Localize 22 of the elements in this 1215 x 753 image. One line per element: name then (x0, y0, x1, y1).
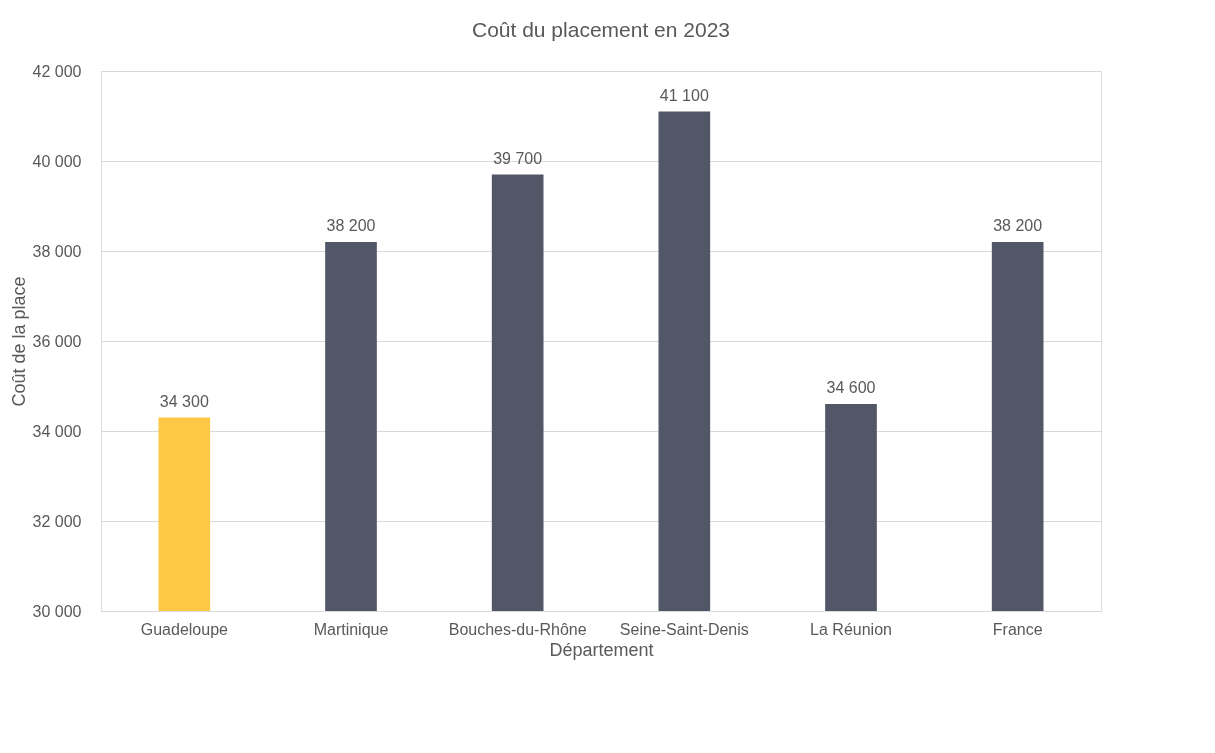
y-tick-label: 36 000 (32, 332, 82, 350)
chart-title: Coût du placement en 2023 (471, 18, 731, 41)
data-label: 39 700 (493, 149, 543, 167)
y-tick-label: 30 000 (32, 602, 82, 620)
x-tick-label: La Réunion (810, 620, 892, 638)
y-tick-label: 42 000 (32, 62, 82, 80)
x-tick-label: Guadeloupe (140, 620, 229, 638)
data-label: 38 200 (326, 217, 376, 234)
y-tick-label: 34 000 (32, 422, 82, 440)
x-tick-label: Seine-Saint-Denis (619, 620, 749, 638)
x-axis-title: Département (549, 639, 654, 660)
y-tick-label: 40 000 (32, 152, 82, 170)
x-tick-label: Martinique (313, 620, 389, 638)
x-tick-label: Bouches-du-Rhône (448, 620, 587, 638)
data-label: 41 100 (659, 86, 709, 104)
x-tick-label: France (992, 620, 1043, 638)
y-tick-label: 38 000 (32, 242, 82, 260)
y-axis-title: Coût de la place (8, 276, 29, 407)
y-tick-label: 32 000 (32, 512, 82, 530)
data-label: 34 600 (826, 379, 876, 396)
data-label: 38 200 (993, 217, 1043, 234)
data-label: 34 300 (159, 392, 209, 410)
